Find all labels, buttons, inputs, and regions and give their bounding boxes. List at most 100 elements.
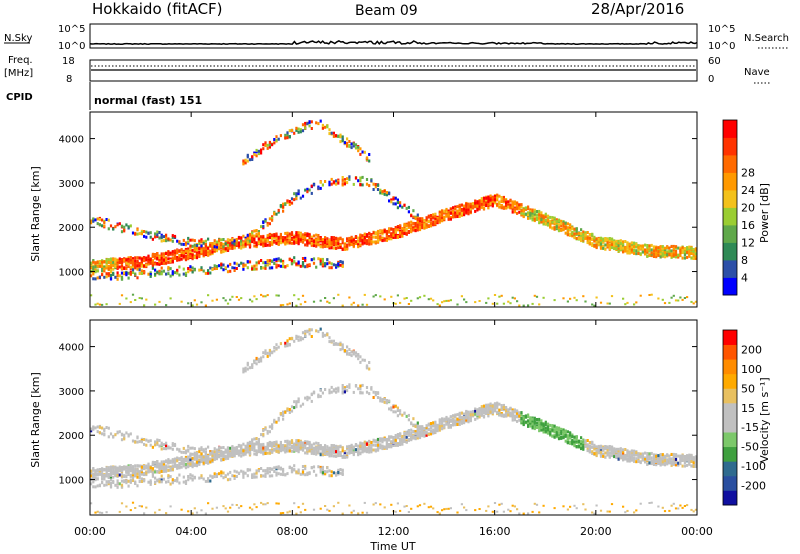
power-cell [529,213,532,217]
power-cell [352,182,355,186]
velocity-cell [328,340,331,344]
power-cell [602,240,605,244]
power-cell [312,244,316,248]
power-cell [357,179,360,183]
velocity-cell [295,470,298,474]
power-cell [379,230,382,233]
velocity-cell [156,464,159,468]
power-cell [284,241,287,245]
power-cell [677,253,680,257]
power-cell [165,304,168,307]
velocity-cell [167,465,170,469]
velocity-cell [268,444,271,448]
velocity-cell [189,473,192,477]
velocity-cell [154,461,157,464]
velocity-cell [131,479,135,482]
velocity-cell [193,447,196,451]
velocity-cell [328,448,331,452]
power-cell [266,221,269,225]
velocity-cell [319,453,322,457]
velocity-cell [328,474,331,478]
velocity-cell [189,446,192,450]
power-cell [151,264,154,268]
power-cell [129,224,132,228]
power-cell [257,239,260,243]
power-cell [178,254,181,257]
power-cell [418,217,422,221]
power-cell [213,242,216,246]
power-cell [306,187,309,191]
velocity-cell [114,465,117,469]
power-cell [304,238,307,242]
power-cell [262,238,265,242]
power-cell [569,228,572,232]
velocity-cell [350,447,353,451]
velocity-cell [284,341,287,345]
power-cell [482,198,486,202]
power-cell [301,257,305,260]
velocity-cell [229,477,232,481]
velocity-cell [178,457,181,461]
power-cell [469,207,472,211]
power-cell [165,233,168,237]
power-cell [109,277,113,281]
power-cell [131,271,135,274]
power-cell [240,242,243,246]
power-cell [165,252,168,255]
velocity-cell [123,466,126,470]
power-cell [253,295,256,298]
power-cell [222,297,225,300]
power-cell [608,237,611,240]
velocity-cell [290,468,294,472]
power-cell [233,261,236,265]
velocity-cell [312,391,316,395]
power-cell [683,256,686,260]
power-cell [498,200,501,204]
velocity-cell [191,474,194,478]
power-cell [610,295,614,298]
power-cell [418,219,422,222]
power-cell [403,224,406,227]
power-cell [240,297,243,300]
power-cell [617,242,620,246]
power-cell [633,243,636,247]
power-cell [538,303,541,306]
power-cell [162,258,165,262]
power-cell [160,260,163,264]
velocity-cell [240,505,243,508]
power-cell [260,242,263,246]
power-cell [337,246,340,250]
power-cell [304,121,307,125]
velocity-cell [268,451,271,455]
power-cell [615,239,618,243]
power-cell [337,181,340,185]
power-cell [339,244,342,248]
velocity-cell [109,471,113,475]
power-cell [120,271,124,275]
power-cell [255,229,258,232]
velocity-cell [288,411,291,414]
velocity-cell [266,354,269,358]
velocity-cell [116,466,119,470]
power-cell [268,145,271,149]
velocity-cell [94,478,97,482]
power-cell [679,248,682,252]
velocity-cell [90,502,93,505]
velocity-cell [275,440,278,444]
power-cell [502,206,505,210]
power-cell [134,272,137,276]
velocity-cell [198,458,201,462]
power-cell [443,209,446,213]
velocity-cell [224,455,227,459]
power-cell [151,254,154,258]
velocity-cell [277,418,280,422]
power-cell [527,213,530,217]
velocity-cell [134,464,137,468]
velocity-cell [149,482,152,486]
power-cell [467,205,470,209]
velocity-cell [350,350,353,354]
velocity-cell [326,466,329,470]
velocity-cell [319,451,322,455]
power-cell [315,233,318,237]
velocity-cell [312,508,316,511]
